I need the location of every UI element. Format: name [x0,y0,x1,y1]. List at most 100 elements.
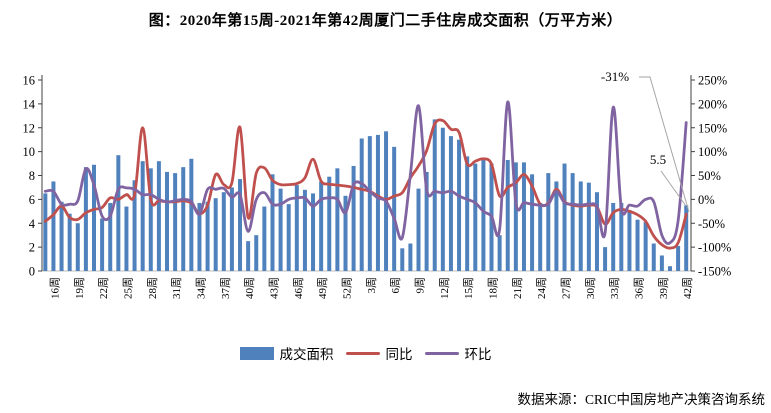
volume-bar [448,136,453,271]
left-axis-tick-label: 12 [23,121,36,135]
legend-swatch-wow [424,351,459,355]
annotation-leader-line [660,170,687,207]
volume-bar [667,266,672,271]
x-axis-tick-label: 39周 [657,277,670,299]
x-axis-tick-label: 25周 [122,277,135,299]
x-axis-tick-label: 43周 [268,277,281,299]
data-source: 数据来源：CRIC中国房地产决策咨询系统 [517,392,765,407]
x-axis-tick-label: 34周 [195,277,208,299]
volume-bar [335,168,340,271]
volume-bar [457,139,462,271]
volume-bar [165,171,170,271]
volume-bar [294,185,299,271]
volume-bar [530,174,535,271]
volume-bar [619,202,624,271]
left-axis-tick-label: 16 [23,74,36,88]
volume-bar [676,245,681,271]
x-axis-tick-label: 31周 [170,277,183,299]
volume-bar [586,182,591,271]
legend-label-volume: 成交面积 [279,347,334,362]
x-axis-tick-label: 3周 [365,277,378,294]
annotation-bar-last: 5.5 [650,152,666,167]
volume-bar [375,134,380,271]
x-axis-tick-label: 16周 [48,277,61,299]
left-axis-tick-label: 4 [29,217,36,231]
right-axis-tick-label: 100% [698,145,727,159]
volume-bar [51,181,56,271]
volume-bar [221,192,226,271]
legend-item-yoy: 同比 [345,343,413,363]
right-axis-tick-label: 250% [698,74,727,88]
volume-bar [189,158,194,271]
volume-bar [254,235,259,271]
right-axis-tick-label: 0% [698,193,715,207]
volume-bar [481,159,486,271]
left-axis-tick-label: 10 [23,145,36,159]
volume-bar [311,193,316,271]
volume-bar [392,146,397,271]
wow-line [43,100,688,245]
volume-bar [400,248,405,271]
volume-bar [116,155,121,271]
right-axis-tick-label: -100% [698,241,731,255]
volume-bar [635,219,640,271]
left-axis-tick-label: 14 [23,97,36,111]
volume-bar [148,168,153,271]
volume-bar [327,176,332,271]
right-axis-tick-label: -150% [698,265,731,279]
right-axis-tick-label: 150% [698,121,727,135]
left-axis-tick-label: 8 [29,169,35,183]
volume-bar [521,162,526,271]
left-axis-tick-label: 2 [29,241,35,255]
x-axis-tick-label: 46周 [292,277,305,299]
x-axis-tick-label: 6周 [389,277,402,294]
volume-bar [229,187,234,271]
volume-bar [213,198,218,271]
volume-bar [278,188,283,271]
volume-bar [124,206,129,271]
volume-bar [351,165,356,271]
legend-item-wow: 环比 [424,343,492,363]
volume-bar [59,201,64,271]
volume-bar [319,181,324,271]
x-axis-tick-label: 37周 [219,277,232,299]
volume-bar [643,222,648,271]
volume-bar [262,206,267,271]
volume-bar [100,218,105,271]
annotation-yoy-last: -31% [601,69,629,84]
legend-swatch-yoy [345,351,380,355]
volume-bar [505,159,510,271]
volume-bar [173,173,178,271]
x-axis-tick-label: 49周 [316,277,329,299]
volume-bar [181,167,186,271]
x-axis-tick-label: 28周 [146,277,159,299]
volume-bar [43,193,48,271]
x-axis-tick-label: 42周 [681,277,694,299]
volume-bar [270,174,275,271]
volume-bar [286,204,291,271]
volume-bar [92,164,96,271]
volume-bar [416,188,421,271]
x-axis-tick-label: 18周 [487,277,500,299]
legend-item-volume: 成交面积 [239,343,334,363]
x-axis-tick-label: 36周 [633,277,646,299]
x-axis-tick-label: 30周 [584,277,597,299]
x-axis-tick-label: 12周 [438,277,451,299]
chart-title: 图：2020年第15周-2021年第42周厦门二手住房成交面积（万平方米） [148,13,623,29]
volume-bar [359,138,364,271]
volume-bar [473,163,478,271]
volume-bar [684,205,689,271]
volume-bar [659,255,664,271]
legend-label-wow: 环比 [464,347,492,362]
x-axis-tick-label: 15周 [462,277,475,299]
volume-bar [538,202,543,271]
volume-bar [205,201,210,271]
volume-bar [554,181,559,271]
volume-bar [546,173,551,271]
volume-bar [367,136,372,271]
right-axis-tick-label: 200% [698,97,727,111]
volume-bar [108,202,113,271]
volume-bar [440,127,445,271]
volume-bar [132,180,137,271]
